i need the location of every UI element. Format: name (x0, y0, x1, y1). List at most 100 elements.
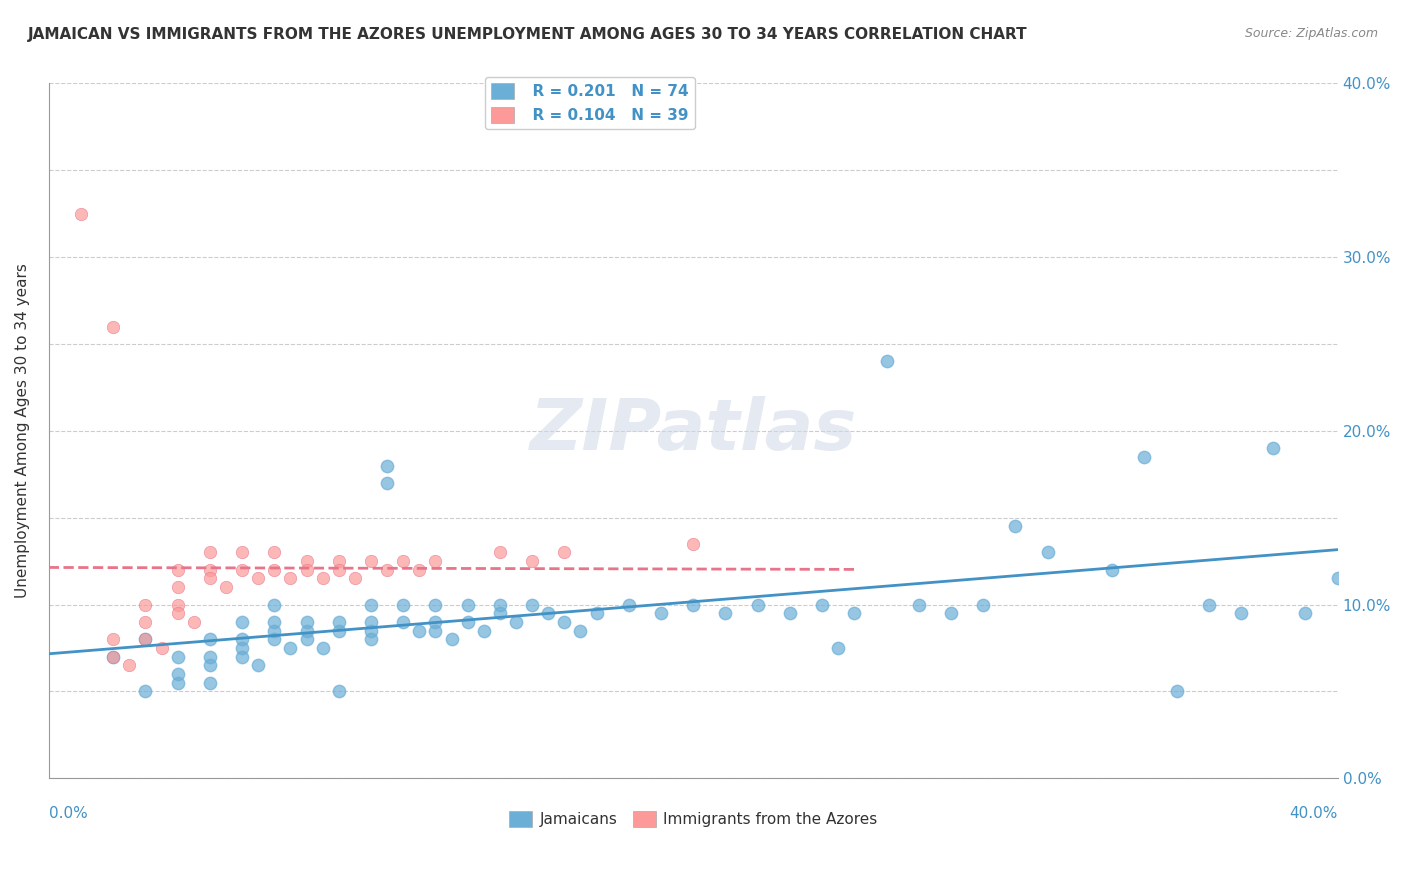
Point (392, 615, 415, 629)
Point (198, 658, 221, 673)
Point (876, 354, 898, 368)
Point (70, 207, 93, 221)
Text: Source: ZipAtlas.com: Source: ZipAtlas.com (1244, 27, 1378, 40)
Point (166, 580, 188, 594)
Point (1230, 606, 1253, 620)
Point (569, 624, 592, 638)
Point (263, 632, 285, 647)
Text: ZIPatlas: ZIPatlas (530, 396, 856, 466)
Point (328, 684, 350, 698)
Point (263, 598, 285, 612)
Point (166, 675, 188, 690)
Point (489, 606, 512, 620)
Point (1166, 684, 1188, 698)
Point (263, 563, 285, 577)
Point (198, 632, 221, 647)
Point (360, 554, 382, 568)
Point (280, 640, 302, 655)
Point (408, 624, 430, 638)
Point (1294, 606, 1316, 620)
Point (103, 649, 125, 664)
Point (682, 537, 704, 551)
Point (183, 615, 205, 629)
Point (617, 598, 640, 612)
Point (295, 624, 318, 638)
Point (231, 632, 253, 647)
Point (1101, 563, 1123, 577)
Point (440, 632, 463, 647)
Point (1326, 572, 1348, 586)
Point (134, 632, 156, 647)
Point (231, 545, 253, 559)
Point (263, 615, 285, 629)
Y-axis label: Unemployment Among Ages 30 to 34 years: Unemployment Among Ages 30 to 34 years (15, 263, 30, 599)
Point (1263, 441, 1285, 455)
Point (360, 624, 382, 638)
Point (134, 684, 156, 698)
Point (747, 598, 769, 612)
Point (489, 545, 512, 559)
Point (425, 615, 447, 629)
Point (328, 624, 350, 638)
Point (1036, 545, 1059, 559)
Point (489, 598, 512, 612)
Point (360, 615, 382, 629)
Point (198, 649, 221, 664)
Point (457, 615, 479, 629)
Point (1004, 519, 1026, 533)
Point (425, 598, 447, 612)
Point (682, 598, 704, 612)
Point (166, 563, 188, 577)
Point (360, 598, 382, 612)
Point (247, 572, 270, 586)
Point (811, 598, 834, 612)
Point (650, 606, 672, 620)
Point (166, 606, 188, 620)
Point (134, 632, 156, 647)
Point (103, 319, 125, 334)
Point (520, 598, 543, 612)
Point (553, 615, 575, 629)
Point (166, 598, 188, 612)
Point (166, 649, 188, 664)
Point (198, 545, 221, 559)
Point (103, 649, 125, 664)
Point (392, 554, 415, 568)
Point (1198, 598, 1220, 612)
Point (779, 606, 801, 620)
Point (215, 580, 238, 594)
Point (408, 563, 430, 577)
Point (714, 606, 737, 620)
Point (295, 554, 318, 568)
Point (263, 624, 285, 638)
Legend: Jamaicans, Immigrants from the Azores: Jamaicans, Immigrants from the Azores (503, 805, 883, 833)
Point (360, 632, 382, 647)
Point (328, 615, 350, 629)
Point (585, 606, 607, 620)
Point (134, 598, 156, 612)
Point (280, 572, 302, 586)
Point (375, 458, 398, 473)
Text: 40.0%: 40.0% (1289, 806, 1337, 821)
Point (295, 563, 318, 577)
Point (328, 563, 350, 577)
Point (311, 572, 333, 586)
Point (472, 624, 495, 638)
Point (231, 649, 253, 664)
Point (425, 624, 447, 638)
Point (972, 598, 994, 612)
Point (198, 572, 221, 586)
Point (553, 545, 575, 559)
Point (166, 667, 188, 681)
Point (295, 615, 318, 629)
Point (457, 598, 479, 612)
Point (392, 598, 415, 612)
Point (134, 615, 156, 629)
Point (939, 606, 962, 620)
Point (844, 606, 866, 620)
Point (198, 563, 221, 577)
Point (295, 632, 318, 647)
Point (520, 554, 543, 568)
Point (311, 640, 333, 655)
Point (150, 640, 173, 655)
